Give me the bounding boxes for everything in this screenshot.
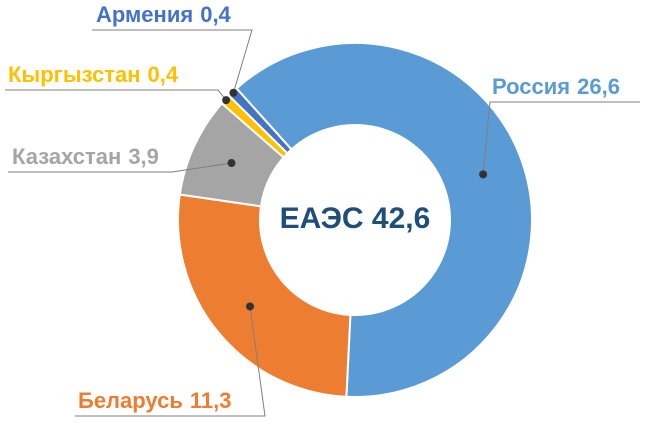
leader-line [482, 101, 640, 175]
data-label: Кыргызстан 0,4 [8, 62, 179, 87]
data-label: Беларусь 11,3 [78, 388, 231, 413]
data-label: Россия 26,6 [492, 74, 620, 99]
data-label: Армения 0,4 [96, 2, 232, 27]
value-label: 0,4 [200, 2, 231, 27]
label-group: Кыргызстан 0,4 [5, 62, 231, 105]
slice [235, 42, 534, 398]
leader-dot [227, 159, 236, 168]
label-group: Беларусь 11,3 [75, 302, 266, 417]
leader-line [8, 162, 232, 173]
value-label: 0,4 [148, 62, 179, 87]
value-label: 3,9 [128, 144, 159, 169]
leader-dot [222, 96, 231, 105]
category-name: Казахстан [12, 144, 121, 169]
leader-dot [229, 88, 238, 97]
value-label: 11,3 [190, 388, 232, 413]
leader-dot [246, 302, 255, 311]
category-name: Беларусь [78, 388, 183, 413]
label-group: Казахстан 3,9 [8, 144, 236, 173]
label-group: Россия 26,6 [479, 74, 640, 179]
leader-line [5, 89, 227, 101]
slice [177, 193, 352, 398]
center-label: ЕАЭС 42,6 [280, 202, 431, 235]
leader-dot [479, 170, 488, 179]
category-name: Кыргызстан [8, 62, 141, 87]
leader-line [92, 29, 253, 93]
data-label: Казахстан 3,9 [12, 144, 159, 169]
value-label: 26,6 [577, 74, 620, 99]
leader-line [75, 306, 266, 417]
category-name: Россия [492, 74, 570, 99]
category-name: Армения [96, 2, 193, 27]
label-group: Армения 0,4 [92, 2, 253, 97]
